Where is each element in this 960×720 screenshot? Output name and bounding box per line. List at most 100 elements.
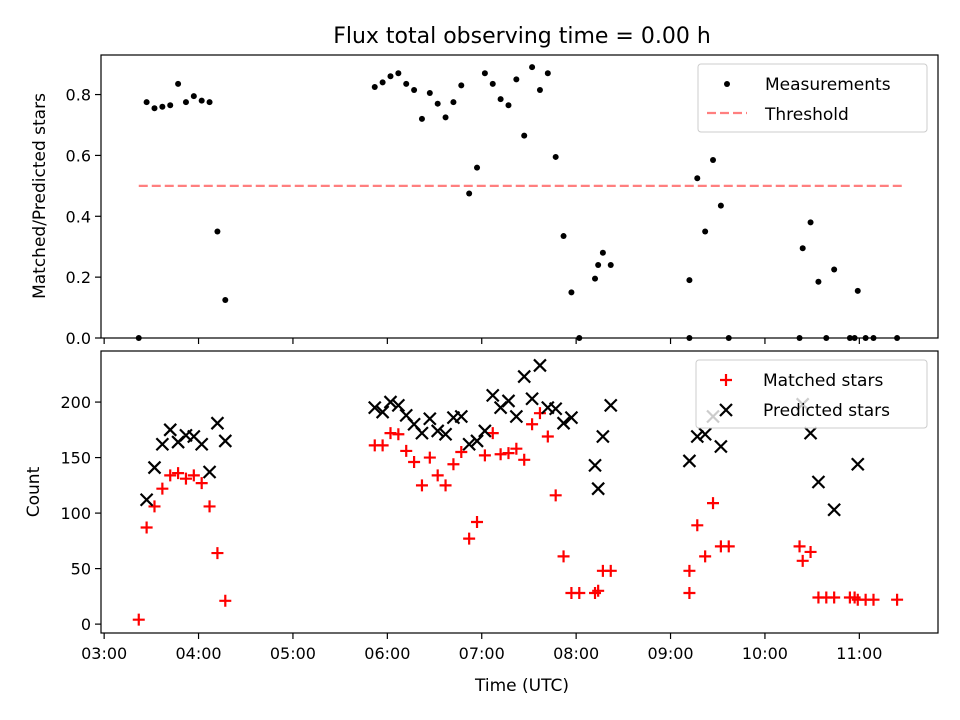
predicted-point [803, 426, 818, 440]
measurement-point [395, 70, 402, 77]
matched-point [793, 540, 806, 553]
predicted-point [375, 405, 390, 419]
measurement-point [182, 99, 189, 106]
matched-point [699, 550, 712, 563]
matched-point [533, 407, 546, 420]
matched-point [179, 472, 192, 485]
matched-point [431, 469, 444, 482]
matched-point [691, 519, 704, 532]
measurement-point [576, 335, 583, 341]
predicted-point [139, 492, 154, 507]
legend-label-measurements: Measurements [765, 75, 891, 95]
measurement-point [560, 233, 567, 240]
matched-point [164, 469, 177, 482]
measurement-point [595, 261, 602, 268]
matched-point [478, 449, 491, 462]
matched-point [408, 456, 421, 469]
y-tick-label: 0.2 [66, 268, 91, 287]
measurement-point [710, 156, 717, 163]
y-tick-label: 150 [60, 449, 91, 468]
predicted-point [454, 409, 469, 424]
measurement-point [846, 335, 853, 341]
predicted-point [478, 424, 492, 438]
measurement-point [379, 79, 386, 86]
measurement-point [442, 114, 449, 121]
measurement-point [190, 93, 197, 100]
predicted-point [415, 426, 429, 440]
matched-point [707, 497, 720, 510]
x-tick-label: 06:00 [364, 644, 410, 663]
matched-point [400, 444, 413, 457]
measurement-point [607, 261, 614, 268]
measurement-point [686, 277, 693, 284]
y-tick-label: 0.4 [66, 207, 91, 226]
legend-box [695, 359, 928, 429]
axes-frame [100, 350, 939, 634]
matched-point [384, 427, 397, 440]
matched-point [549, 489, 562, 502]
predicted-point [163, 423, 178, 437]
measurement-point [418, 115, 425, 122]
matched-point [804, 545, 817, 558]
measurement-point [702, 228, 709, 235]
predicted-point [603, 398, 618, 413]
matched-point [447, 458, 460, 471]
measurement-point [831, 266, 838, 273]
matched-point [148, 500, 161, 513]
predicted-point [533, 358, 547, 373]
bottom-axes: 0 50 100 150 200 03:00 04:00 05:00 06:00 07:00 08:… [60, 350, 939, 663]
matched-point [541, 430, 554, 443]
predicted-point [367, 400, 382, 415]
measurement-point [529, 64, 536, 71]
predicted-point [383, 395, 398, 409]
measurement-point [894, 335, 901, 341]
measurement-point [799, 245, 806, 252]
predicted-point [827, 502, 841, 517]
measurement-point [796, 335, 803, 341]
x-tick-label: 07:00 [459, 644, 505, 663]
y-tick-label: 0.0 [66, 329, 91, 348]
matched-point [471, 515, 484, 528]
x-tick-label: 08:00 [553, 644, 599, 663]
x-tick-label: 11:00 [836, 644, 882, 663]
measurement-point [694, 175, 701, 182]
measurement-point [497, 96, 504, 103]
measurement-point [717, 202, 724, 209]
predicted-point [509, 409, 524, 424]
measurement-point [214, 228, 221, 235]
predicted-point [556, 416, 571, 430]
matched-point [140, 521, 153, 534]
predicted-point [548, 401, 563, 416]
predicted-point [714, 439, 728, 454]
measurement-point [167, 102, 174, 109]
measurement-point [592, 275, 599, 282]
predicted-point [517, 369, 531, 384]
chart-title: Flux total observing time = 0.00 h [333, 24, 711, 49]
bottom-ylabel: Count [24, 466, 44, 517]
predicted-point [462, 437, 476, 452]
measurement-point [870, 335, 877, 341]
measurement-point [466, 190, 473, 197]
predicted-point [596, 429, 610, 444]
measurement-point [521, 132, 528, 139]
matched-point [796, 554, 809, 567]
measurement-point [725, 335, 732, 341]
measurement-point [851, 335, 858, 341]
matched-point [494, 448, 507, 461]
predicted-point [485, 388, 500, 403]
predicted-point [850, 457, 865, 472]
measurement-point [568, 289, 575, 296]
axes-frame [100, 54, 939, 339]
measurement-point [544, 70, 551, 77]
predicted-point [194, 437, 209, 452]
matched-point [526, 418, 539, 431]
predicted-point [210, 416, 225, 430]
matched-point [502, 447, 515, 460]
predicted-point [218, 434, 233, 448]
predicted-point [588, 458, 602, 473]
measurement-point [434, 100, 441, 107]
measurement-point [403, 80, 410, 87]
measurement-point [536, 86, 543, 93]
measurement-point [450, 99, 457, 106]
